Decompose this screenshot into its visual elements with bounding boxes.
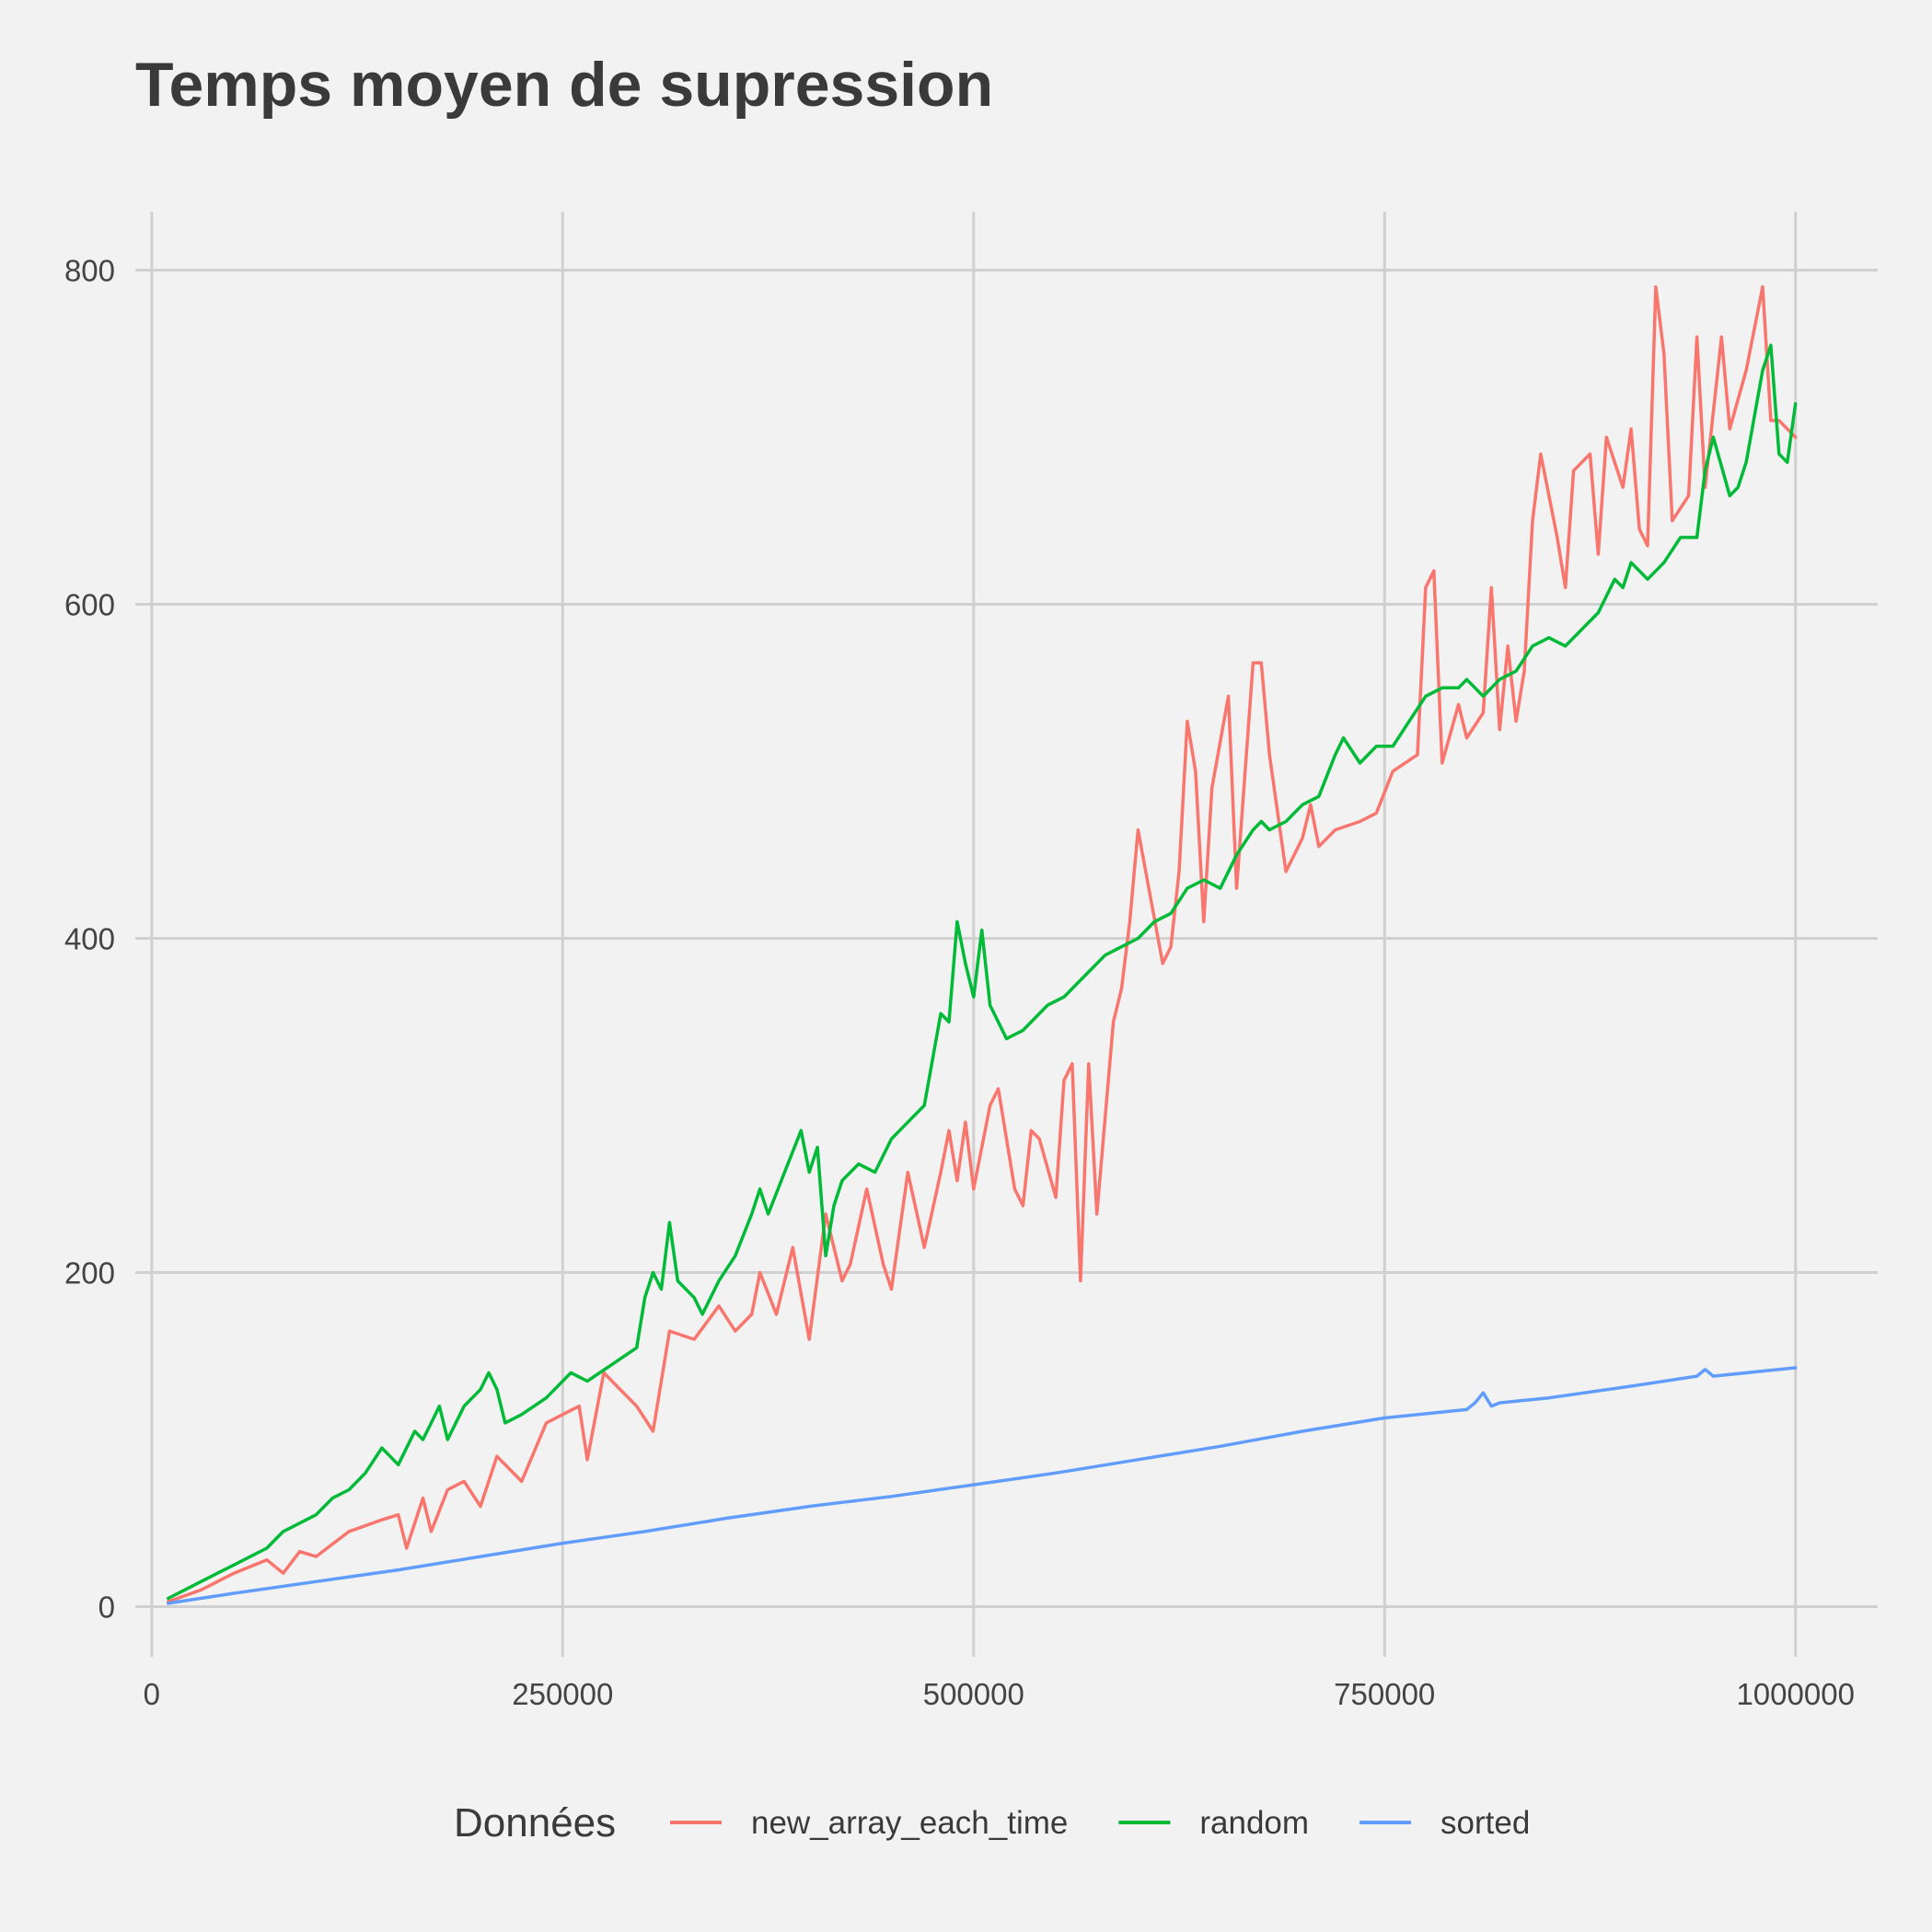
y-tick-label: 400 bbox=[64, 922, 115, 956]
series-line-new-array-each-time bbox=[166, 284, 1798, 1603]
y-tick-label: 600 bbox=[64, 588, 115, 622]
legend-label-new-array-each-time: new_array_each_time bbox=[751, 1805, 1068, 1841]
series-lines bbox=[166, 284, 1798, 1605]
chart-title: Temps moyen de supression bbox=[135, 50, 993, 120]
x-tick-label: 1000000 bbox=[1736, 1677, 1854, 1711]
series-line-random bbox=[166, 343, 1798, 1601]
y-tick-label: 0 bbox=[98, 1591, 115, 1625]
legend-label-random: random bbox=[1199, 1805, 1309, 1841]
x-tick-label: 750000 bbox=[1334, 1677, 1435, 1711]
y-tick-label: 200 bbox=[64, 1256, 115, 1290]
legend: Données new_array_each_time random sorted bbox=[454, 1800, 1530, 1845]
legend-items: new_array_each_time random sorted bbox=[670, 1805, 1530, 1841]
legend-label-sorted: sorted bbox=[1440, 1805, 1530, 1841]
grid-lines bbox=[135, 212, 1878, 1657]
x-tick-label: 250000 bbox=[512, 1677, 613, 1711]
y-tick-label: 800 bbox=[64, 254, 115, 288]
axis-tick-labels: 0 200 400 600 800 0 250000 500000 750000 1000000 bbox=[64, 254, 1855, 1711]
x-tick-label: 500000 bbox=[923, 1677, 1024, 1711]
legend-title: Données bbox=[454, 1800, 616, 1845]
x-tick-label: 0 bbox=[144, 1677, 160, 1711]
series-line-sorted bbox=[166, 1366, 1798, 1605]
